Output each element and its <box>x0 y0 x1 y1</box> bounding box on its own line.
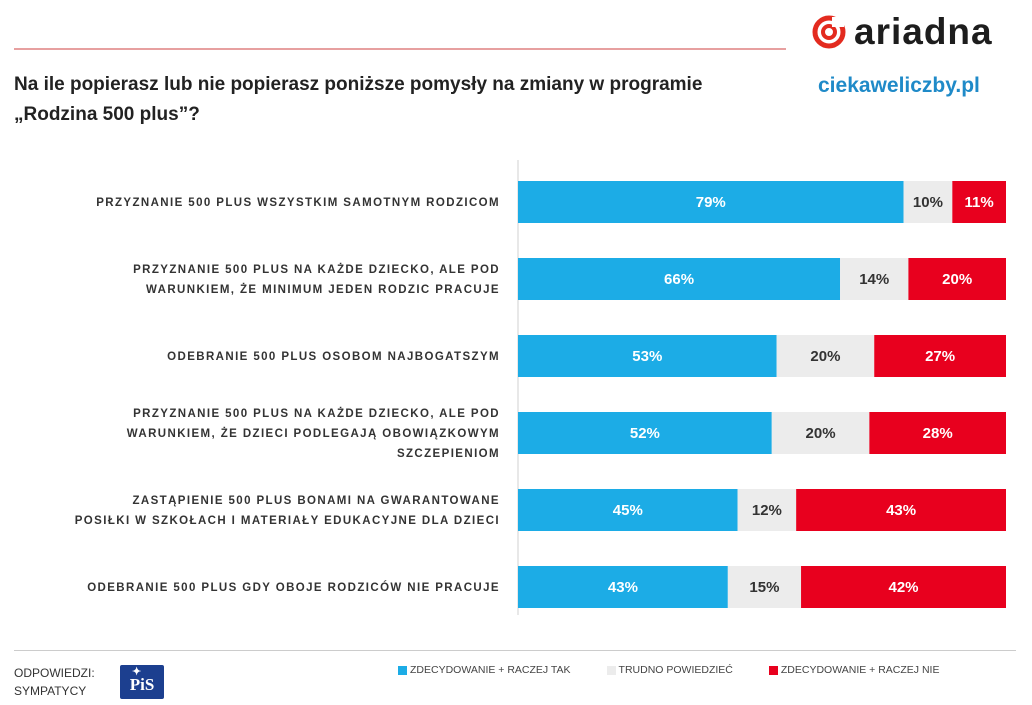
data-label-yes: 79% <box>696 194 726 211</box>
category-label: ZASTĄPIENIE 500 PLUS BONAMI NA GWARANTOW… <box>75 495 500 527</box>
data-label-yes: 53% <box>632 348 662 365</box>
category-label-line: WARUNKIEM, ŻE MINIMUM JEDEN RODZIC PRACU… <box>146 283 500 296</box>
data-label-no: 20% <box>942 271 972 288</box>
data-label-neutral: 10% <box>913 194 943 211</box>
data-label-no: 43% <box>886 502 916 519</box>
bar-segment-neutral <box>727 566 802 608</box>
category-label: PRZYZNANIE 500 PLUS WSZYSTKIM SAMOTNYM R… <box>96 197 500 209</box>
bar-segment-no <box>874 335 1006 377</box>
bar-segment-no <box>952 181 1006 223</box>
data-label-neutral: 14% <box>859 271 889 288</box>
data-label-yes: 43% <box>608 579 638 596</box>
bar-segment-no <box>869 412 1006 454</box>
answers-label: ODPOWIEDZI: SYMPATYCY <box>14 664 95 700</box>
bar-segment-neutral <box>771 412 870 454</box>
bar-segment-yes <box>518 335 777 377</box>
legend-label-no: ZDECYDOWANIE + RACZEJ NIE <box>780 664 940 676</box>
bar-segment-neutral <box>737 489 797 531</box>
legend-item-yes: ZDECYDOWANIE + RACZEJ TAK <box>398 664 571 676</box>
legend-swatch-no <box>768 665 778 675</box>
bar-segment-no <box>801 566 1006 608</box>
legend-item-no: ZDECYDOWANIE + RACZEJ NIE <box>768 664 940 676</box>
category-label-line: PRZYZNANIE 500 PLUS WSZYSTKIM SAMOTNYM R… <box>96 197 500 209</box>
bar-segment-no <box>908 258 1006 300</box>
ariadna-logo-icon <box>812 15 846 49</box>
data-label-no: 28% <box>923 425 953 442</box>
category-label-line: POSIŁKI W SZKOŁACH I MATERIAŁY EDUKACYJN… <box>75 515 500 527</box>
category-label-line: ZASTĄPIENIE 500 PLUS BONAMI NA GWARANTOW… <box>132 495 500 507</box>
bar-segment-neutral <box>776 335 875 377</box>
data-label-yes: 45% <box>613 502 643 519</box>
data-label-yes: 66% <box>664 271 694 288</box>
bar-segment-yes <box>518 181 904 223</box>
category-label-line: WARUNKIEM, ŻE DZIECI PODLEGAJĄ OBOWIĄZKO… <box>127 427 500 440</box>
legend-swatch-neutral <box>606 665 616 675</box>
answers-label-line1: ODPOWIEDZI: <box>14 666 95 680</box>
bar-segment-yes <box>518 566 728 608</box>
category-label-line: PRZYZNANIE 500 PLUS NA KAŻDE DZIECKO, AL… <box>133 263 500 276</box>
data-label-neutral: 20% <box>806 425 836 442</box>
header-rule <box>14 48 786 50</box>
bar-segment-neutral <box>840 258 909 300</box>
bar-segment-no <box>796 489 1006 531</box>
ariadna-logo-text: ariadna <box>854 11 993 52</box>
site-name: ciekaweliczby.pl <box>818 74 980 97</box>
category-label-line: ODEBRANIE 500 PLUS OSOBOM NAJBOGATSZYM <box>167 351 500 363</box>
category-label-line: ODEBRANIE 500 PLUS GDY OBOJE RODZICÓW NI… <box>87 581 500 594</box>
footer-rule <box>14 650 1016 651</box>
stacked-bar-chart: PRZYZNANIE 500 PLUS WSZYSTKIM SAMOTNYM R… <box>75 160 1006 615</box>
bar-segment-yes <box>518 258 841 300</box>
bar-segment-yes <box>518 489 738 531</box>
category-label: ODEBRANIE 500 PLUS OSOBOM NAJBOGATSZYM <box>167 351 500 363</box>
legend-item-neutral: TRUDNO POWIEDZIEĆ <box>606 664 733 676</box>
chart-legend: ZDECYDOWANIE + RACZEJ TAK TRUDNO POWIEDZ… <box>398 664 939 676</box>
answers-label-line2: SYMPATYCY <box>14 684 87 698</box>
category-label: PRZYZNANIE 500 PLUS NA KAŻDE DZIECKO, AL… <box>133 263 500 296</box>
data-label-neutral: 15% <box>749 579 779 596</box>
legend-label-yes: ZDECYDOWANIE + RACZEJ TAK <box>410 664 571 676</box>
category-label-line: SZCZEPIENIOM <box>397 448 500 460</box>
chart-title: Na ile popierasz lub nie popierasz poniż… <box>14 74 703 125</box>
party-logo-text: PiS <box>129 675 155 694</box>
eagle-icon: ✦ <box>132 666 142 678</box>
legend-label-neutral: TRUDNO POWIEDZIEĆ <box>618 664 733 676</box>
data-label-neutral: 12% <box>752 502 782 519</box>
bar-segment-yes <box>518 412 772 454</box>
pis-party-logo: ✦ PiS <box>120 665 164 699</box>
data-label-no: 11% <box>965 194 994 211</box>
legend-swatch-yes <box>398 665 407 675</box>
category-label: PRZYZNANIE 500 PLUS NA KAŻDE DZIECKO, AL… <box>127 407 500 460</box>
ariadna-logo: ariadna <box>812 12 993 52</box>
data-label-no: 42% <box>889 579 919 596</box>
data-label-neutral: 20% <box>810 348 840 365</box>
data-label-no: 27% <box>925 348 955 365</box>
category-label: ODEBRANIE 500 PLUS GDY OBOJE RODZICÓW NI… <box>87 581 500 594</box>
data-label-yes: 52% <box>630 425 660 442</box>
category-label-line: PRZYZNANIE 500 PLUS NA KAŻDE DZIECKO, AL… <box>133 407 500 420</box>
bar-segment-neutral <box>903 181 953 223</box>
